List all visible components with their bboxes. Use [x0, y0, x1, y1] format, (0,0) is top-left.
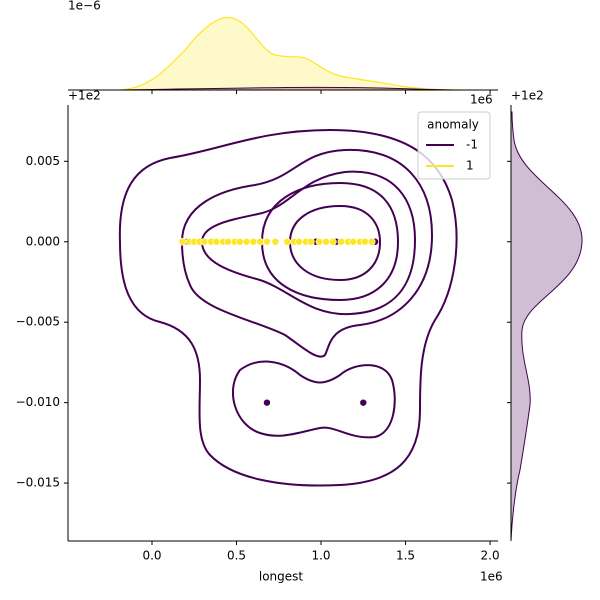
- point: [361, 237, 369, 246]
- legend-label: 1: [466, 159, 474, 173]
- point: [295, 237, 303, 246]
- x-label: longest: [259, 570, 304, 584]
- contour: [200, 170, 417, 316]
- y-tick-label: 0.005: [26, 154, 60, 168]
- point: [367, 237, 376, 246]
- point: [249, 237, 258, 246]
- x-offset: 1e6: [480, 570, 503, 584]
- point: [242, 237, 251, 246]
- legend-title: anomaly: [427, 118, 479, 132]
- point: [263, 237, 271, 246]
- point: [200, 237, 209, 246]
- x-tick-label: 0.5: [227, 549, 246, 563]
- top-kde-minus1: [119, 86, 461, 91]
- contour: [231, 360, 396, 439]
- x-tick-label: 2.0: [481, 549, 500, 563]
- contour: [260, 181, 400, 302]
- point: [271, 237, 280, 246]
- point: [283, 237, 292, 246]
- point: [329, 237, 337, 246]
- point: [256, 237, 264, 246]
- x-tick-label: 1.0: [311, 549, 330, 563]
- y-tick-label: −0.015: [16, 476, 60, 490]
- top-offset: 1e−6: [68, 0, 101, 13]
- point: [315, 237, 324, 246]
- right-offset: +1e2: [511, 89, 544, 103]
- y-offset: +1e2: [68, 89, 101, 103]
- point: [263, 398, 271, 407]
- top-kde-1: [119, 16, 461, 91]
- y-tick-label: 0.000: [26, 234, 60, 248]
- point: [337, 237, 346, 246]
- legend-label: -1: [466, 138, 478, 152]
- point: [359, 398, 368, 407]
- point: [212, 237, 221, 246]
- point: [322, 237, 330, 246]
- y-tick-label: −0.005: [16, 315, 60, 329]
- point: [349, 237, 357, 246]
- point: [307, 237, 315, 246]
- right-kde: [510, 111, 583, 541]
- x-tick-label: 0.0: [142, 549, 161, 563]
- point: [178, 237, 187, 246]
- contour: [118, 128, 458, 487]
- point: [236, 237, 244, 246]
- contour: [288, 204, 382, 282]
- contour: [180, 148, 434, 358]
- point: [224, 237, 232, 246]
- top-x-offset: 1e6: [470, 93, 493, 107]
- y-tick-label: −0.010: [16, 395, 60, 409]
- x-tick-label: 1.5: [396, 549, 415, 563]
